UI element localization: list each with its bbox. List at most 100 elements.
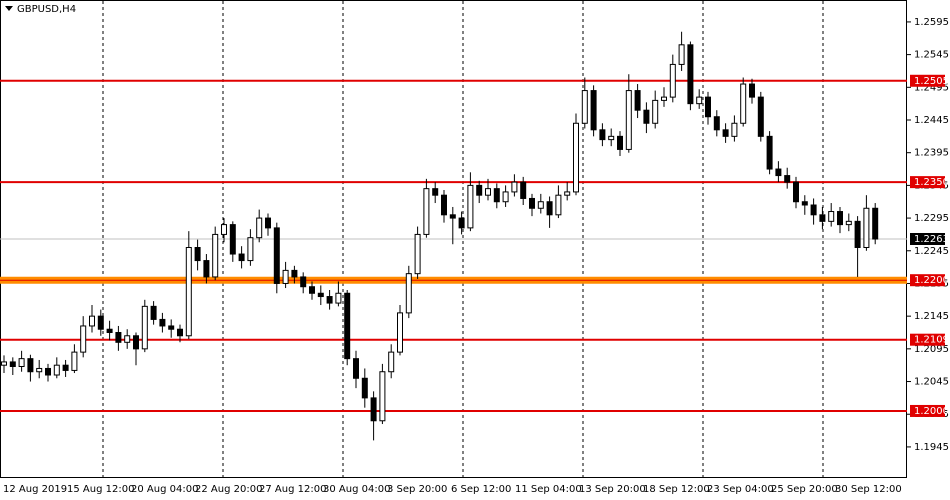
candle-body <box>115 332 122 343</box>
level-label-box <box>910 404 945 417</box>
current-price-box <box>910 233 945 245</box>
x-tick-label: 15 Aug 12:00 <box>67 484 134 495</box>
candle-body <box>423 188 430 235</box>
candle-body <box>432 188 439 196</box>
candle-body <box>361 377 368 399</box>
candle-body <box>573 122 579 193</box>
candle-body <box>159 318 166 327</box>
candle-body <box>405 273 412 314</box>
candle-body <box>353 358 359 379</box>
candle-body <box>309 286 315 294</box>
candle-body <box>590 90 597 131</box>
level-label: 1.2350 <box>914 177 949 188</box>
candle-body <box>476 184 483 196</box>
candle-body <box>1 361 7 366</box>
candle-body <box>617 135 623 150</box>
candle-body <box>45 367 51 376</box>
candle-body <box>27 358 34 373</box>
candle-body <box>669 63 676 98</box>
candle-body <box>291 269 298 278</box>
candle-body <box>467 184 474 229</box>
candle-body <box>36 367 43 373</box>
y-tick-label: 1.2395 <box>914 148 949 159</box>
y-tick-label: 1.2445 <box>914 115 949 126</box>
candle-body <box>71 351 78 371</box>
current-price-label: 1.2263 <box>914 234 949 245</box>
candle-body <box>740 83 747 124</box>
candle-body <box>713 116 720 131</box>
candle-body <box>388 351 395 373</box>
candle-body <box>599 129 606 141</box>
x-tick-label: 27 Aug 12:00 <box>259 484 326 495</box>
candle-body <box>872 207 879 240</box>
x-tick-label: 23 Sep 04:00 <box>707 484 774 495</box>
candle-body <box>150 305 157 320</box>
x-tick-label: 12 Aug 2019 <box>3 484 67 495</box>
level-label: 1.2200 <box>914 275 949 286</box>
candle-body <box>520 181 527 199</box>
x-tick-label: 6 Sep 12:00 <box>451 484 511 495</box>
candle-body <box>529 197 535 209</box>
candle-body <box>124 335 131 343</box>
level-label-box <box>910 274 945 287</box>
candle-body <box>493 188 500 203</box>
candle-body <box>555 194 562 216</box>
y-tick-label: 1.2595 <box>914 17 949 28</box>
candle-body <box>441 194 447 216</box>
candle-body <box>766 135 773 170</box>
x-tick-label: 3 Sep 20:00 <box>387 484 447 495</box>
candle-body <box>625 90 632 150</box>
candle-body <box>793 181 799 203</box>
candle-body <box>564 191 571 196</box>
candle-body <box>546 201 553 216</box>
level-label: 1.2505 <box>914 76 949 87</box>
candle-body <box>282 269 289 284</box>
level-label-box <box>910 333 945 346</box>
x-tick-label: 25 Sep 20:00 <box>771 484 838 495</box>
candle-body <box>863 207 870 248</box>
candle-body <box>819 214 826 222</box>
x-tick-label: 30 Aug 04:00 <box>323 484 390 495</box>
candle-body <box>53 364 60 376</box>
candle-body <box>414 233 421 275</box>
candle-body <box>731 122 738 137</box>
candle-body <box>185 247 192 337</box>
candle-body <box>80 325 87 353</box>
level-label-box <box>910 74 945 87</box>
candle-body <box>634 90 641 111</box>
candle-body <box>485 188 491 196</box>
candle-body <box>775 168 782 177</box>
candle-body <box>141 305 148 350</box>
candle-body <box>537 201 544 209</box>
candle-body <box>203 260 210 278</box>
x-tick-label: 30 Sep 12:00 <box>835 484 902 495</box>
candle-body <box>687 44 694 105</box>
candle-body <box>705 96 711 118</box>
candle-body <box>9 361 16 367</box>
candle-body <box>89 315 95 327</box>
level-label-box <box>910 176 945 189</box>
candle-body <box>810 204 817 216</box>
level-label: 1.2109 <box>914 335 949 346</box>
candle-body <box>106 328 113 334</box>
candle-body <box>696 96 703 105</box>
y-tick-label: 1.2245 <box>914 246 949 257</box>
candle-body <box>397 312 403 353</box>
candle-body <box>133 335 139 350</box>
candle-body <box>256 217 263 239</box>
level-label: 1.2000 <box>914 406 949 417</box>
candle-body <box>265 217 271 229</box>
candle-body <box>661 96 667 101</box>
candle-body <box>608 135 615 141</box>
candle-body <box>581 90 588 124</box>
candle-body <box>229 224 236 255</box>
candle-body <box>379 371 386 422</box>
candle-body <box>643 109 650 124</box>
candle-body <box>652 99 659 124</box>
y-tick-label: 1.2095 <box>914 344 949 355</box>
candle-body <box>458 217 465 229</box>
candle-body <box>273 227 280 284</box>
candle-body <box>449 214 456 219</box>
candle-body <box>221 224 227 235</box>
